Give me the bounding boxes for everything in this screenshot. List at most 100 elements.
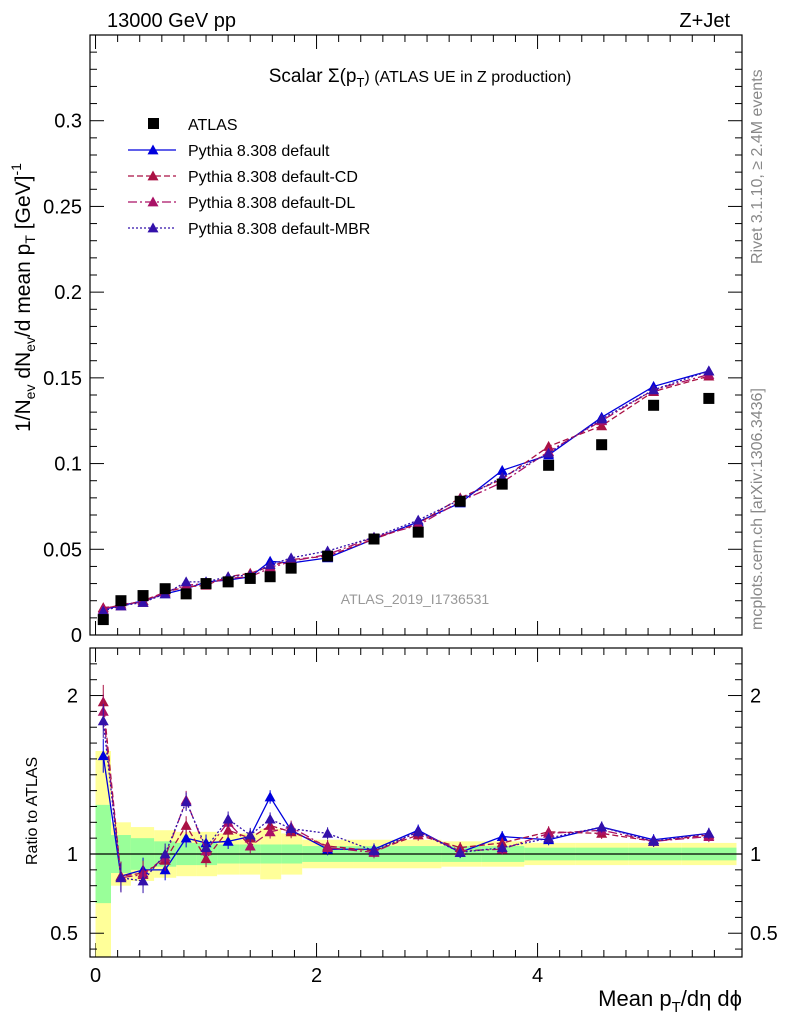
main-panel: 0 0.05 0.1 0.15 0.2 0.25 0.3 — [43, 34, 743, 957]
series-point — [596, 420, 608, 431]
ratio-point — [543, 832, 555, 843]
legend: ATLAS Pythia 8.308 default Pythia 8.308 de… — [128, 117, 370, 238]
main-frame — [89, 34, 743, 636]
ratio-tick-label: 0.5 — [50, 923, 78, 945]
atlas-point — [97, 614, 109, 626]
ratio-point — [322, 827, 334, 838]
x-tick-label: 4 — [532, 965, 543, 987]
ratio-point — [264, 791, 276, 802]
y-tick-label: 0.1 — [54, 454, 82, 476]
ratio-point — [703, 827, 715, 838]
atlas-point — [454, 495, 466, 507]
atlas-point — [244, 572, 256, 584]
atlas-point — [264, 571, 276, 583]
ratio-y-label: Ratio to ATLAS — [24, 757, 41, 865]
ratio-point — [200, 842, 212, 853]
ratio-point — [244, 840, 256, 851]
ratio-point — [180, 796, 192, 807]
atlas-point — [137, 590, 149, 602]
legend-marker — [147, 222, 159, 233]
ratio-point — [222, 813, 234, 824]
ratio-point — [368, 845, 380, 856]
ratio-point — [222, 835, 234, 846]
y-tick-label: 0.05 — [43, 539, 82, 561]
ratio-point — [137, 875, 149, 886]
series-point — [543, 440, 555, 451]
y-tick-label: 0.15 — [43, 368, 82, 390]
ratio-tick-label-right: 2 — [750, 686, 761, 708]
ratio-point — [454, 846, 466, 857]
legend-label: ATLAS — [188, 117, 238, 134]
legend-marker — [147, 144, 159, 155]
legend-marker — [147, 196, 159, 207]
series-point — [264, 559, 276, 570]
legend-label: Pythia 8.308 default-MBR — [188, 221, 370, 238]
legend-marker — [148, 118, 159, 129]
ratio-point — [97, 750, 109, 761]
x-tick-label: 2 — [311, 965, 322, 987]
ratio-point — [264, 826, 276, 837]
atlas-point — [703, 392, 715, 404]
rivet-label: Rivet 3.1.10, ≥ 2.4M events — [749, 69, 766, 264]
atlas-point — [596, 439, 608, 451]
ratio-point — [159, 848, 171, 859]
series-point — [543, 447, 555, 458]
ratio-point — [244, 829, 256, 840]
ratio-point — [596, 821, 608, 832]
y-tick-label: 0.3 — [54, 111, 82, 133]
series-point — [648, 384, 660, 395]
chart-title: Scalar Σ(pT) (ATLAS UE in Z production) — [269, 66, 572, 90]
ratio-point — [115, 872, 127, 883]
ratio-point — [322, 842, 334, 853]
legend-label: Pythia 8.308 default-DL — [188, 195, 355, 212]
series-point — [412, 514, 424, 525]
series-point — [703, 365, 715, 376]
atlas-point — [412, 526, 424, 538]
watermark: ATLAS_2019_I1736531 — [341, 591, 490, 607]
series-point — [285, 552, 297, 563]
ratio-point — [496, 842, 508, 853]
ratio-point — [180, 832, 192, 843]
series-line — [103, 373, 710, 610]
ratio-panel: 0 2 4 0.5 0.5 1 1 2 2 — [50, 647, 778, 987]
ratio-point — [97, 715, 109, 726]
ratio-point — [180, 819, 192, 830]
atlas-point — [368, 533, 380, 545]
series-point — [180, 576, 192, 587]
ratio-point — [648, 835, 660, 846]
legend-label: Pythia 8.308 default — [188, 143, 330, 160]
y-tick-label: 0.2 — [54, 282, 82, 304]
ratio-point — [285, 823, 297, 834]
series-point — [137, 596, 149, 607]
x-tick-label: 0 — [90, 965, 101, 987]
atlas-point — [180, 588, 192, 600]
ratio-point — [496, 831, 508, 841]
atlas-point — [115, 595, 127, 607]
ratio-point — [412, 826, 424, 837]
ratio-point — [264, 813, 276, 824]
atlas-point — [322, 550, 334, 562]
header-right: Z+Jet — [679, 10, 730, 32]
series-line — [103, 370, 710, 610]
header-left: 13000 GeV pp — [107, 10, 236, 32]
legend-label: Pythia 8.308 default-CD — [188, 169, 358, 186]
mcplots-label: mcplots.cern.ch [arXiv:1306.3436] — [749, 388, 766, 630]
atlas-point — [159, 583, 171, 595]
ratio-tick-label: 1 — [67, 844, 78, 866]
atlas-point — [648, 399, 660, 411]
x-axis-label: Mean pT/dη dϕ — [598, 986, 742, 1016]
series-point — [496, 464, 508, 475]
series-point — [97, 605, 109, 616]
series-point — [596, 413, 608, 424]
ratio-frame — [89, 647, 743, 958]
atlas-point — [222, 576, 234, 588]
ratio-tick-label: 2 — [67, 686, 78, 708]
y-tick-label: 0.25 — [43, 196, 82, 218]
y-axis-label: 1/Nev dNev/d mean pT [GeV]-1 — [8, 163, 38, 432]
atlas-point — [200, 578, 212, 590]
ratio-tick-label-right: 1 — [750, 844, 761, 866]
atlas-point — [285, 562, 297, 574]
legend-marker — [147, 170, 159, 181]
atlas-point — [543, 459, 555, 471]
